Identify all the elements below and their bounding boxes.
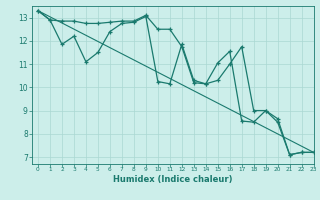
X-axis label: Humidex (Indice chaleur): Humidex (Indice chaleur) xyxy=(113,175,233,184)
